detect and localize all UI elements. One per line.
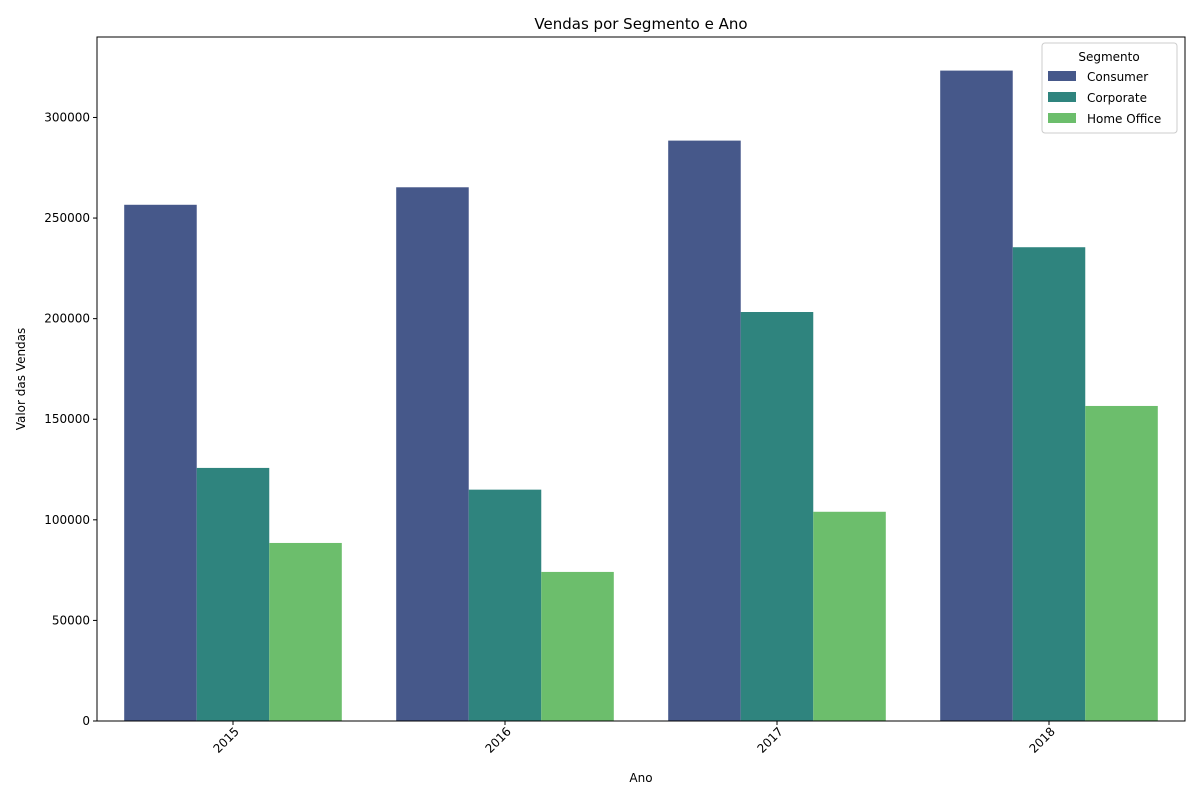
legend-swatch (1048, 92, 1076, 102)
bar-corporate-2017 (740, 312, 814, 721)
legend-box (1041, 42, 1178, 134)
plot-frame (96, 36, 1186, 722)
y-tick-label: 250000 (44, 211, 90, 225)
x-tick-label: 2017 (754, 724, 785, 755)
legend-item-label: Corporate (1087, 91, 1147, 105)
legend-swatch (1048, 71, 1076, 81)
y-tick-label: 300000 (44, 110, 90, 124)
bar-consumer-2016 (396, 187, 469, 721)
bar-consumer-2018 (940, 70, 1013, 722)
bar-consumer-2017 (668, 140, 741, 722)
y-tick-label: 50000 (52, 613, 90, 627)
legend-item-label: Consumer (1087, 70, 1148, 84)
legend: Segmento Consumer Corporate Home Office (1041, 42, 1178, 134)
y-tick-label: 0 (82, 714, 90, 728)
bar-home-office-2016 (541, 571, 614, 721)
legend-title: Segmento (1078, 50, 1139, 64)
legend-item-label: Home Office (1087, 112, 1161, 126)
bar-corporate-2016 (468, 489, 542, 721)
bar-home-office-2018 (1085, 405, 1158, 721)
x-tick-label: 2018 (1026, 724, 1057, 755)
y-axis: 0 50000 100000 150000 200000 250000 300000 (44, 110, 97, 728)
bar-home-office-2017 (813, 511, 886, 721)
bar-consumer-2015 (124, 204, 197, 721)
bar-corporate-2015 (196, 467, 270, 721)
x-axis: 2015 2016 2017 2018 (210, 721, 1058, 756)
legend-swatch (1048, 113, 1076, 123)
x-axis-label: Ano (629, 771, 652, 785)
x-tick-label: 2015 (210, 724, 241, 755)
bar-corporate-2018 (1012, 247, 1086, 722)
chart-title: Vendas por Segmento e Ano (534, 15, 747, 33)
y-tick-label: 150000 (44, 412, 90, 426)
y-tick-label: 100000 (44, 513, 90, 527)
x-tick-label: 2016 (482, 724, 513, 755)
y-axis-label: Valor das Vendas (14, 328, 28, 431)
bars-group (124, 70, 1158, 722)
bar-home-office-2015 (269, 542, 342, 721)
y-tick-label: 200000 (44, 312, 90, 326)
